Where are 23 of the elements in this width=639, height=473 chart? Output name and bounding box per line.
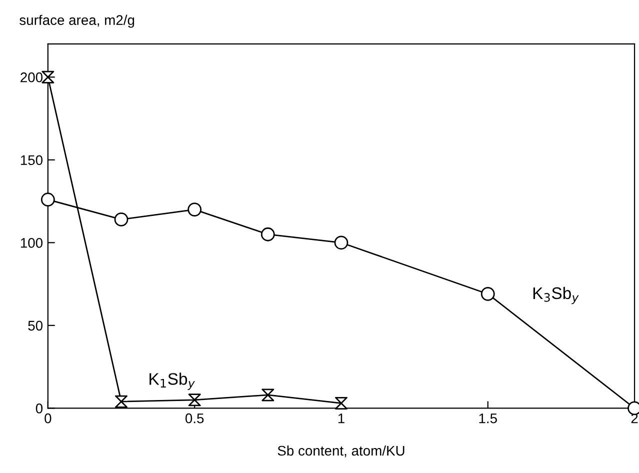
y-tick-label: 50 [28, 320, 43, 331]
point [260, 227, 275, 242]
x-axis-title: Sb content, atom/KU [278, 445, 404, 458]
point [262, 388, 274, 402]
x-tick-label: 0.5 [185, 413, 204, 424]
y-tick-label: 150 [20, 155, 43, 166]
y-tick-label: 0 [36, 404, 43, 414]
y-axis-title: surface area, m2/g [20, 14, 134, 28]
point [114, 212, 128, 226]
point [334, 396, 348, 410]
series-label: K$_{1}$Sb$_{y}$ [150, 372, 195, 390]
x-tick-label: 1.5 [479, 414, 497, 424]
point [334, 236, 348, 250]
x-tick-label: 1 [338, 414, 344, 424]
x-tick-label: 0 [44, 413, 52, 424]
y-tick-label: 100 [20, 238, 43, 248]
series-label: K$_{3}$Sb$_{y}$ [533, 286, 579, 304]
point [40, 192, 55, 207]
y-tick-label: 200 [20, 72, 43, 82]
point [480, 287, 495, 301]
point [188, 394, 201, 406]
point [115, 395, 128, 408]
point [188, 202, 202, 216]
